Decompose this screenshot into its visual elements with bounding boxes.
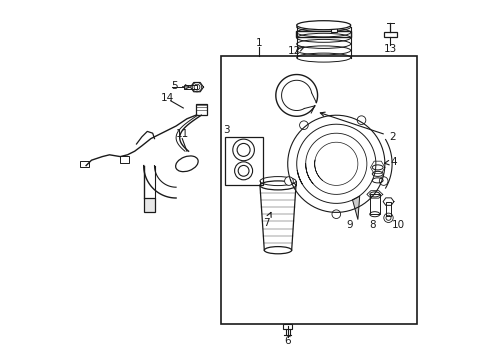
- Circle shape: [356, 116, 365, 125]
- Text: 7: 7: [262, 212, 270, 228]
- Polygon shape: [352, 196, 359, 220]
- Circle shape: [299, 121, 307, 130]
- Bar: [330, 24, 337, 32]
- Ellipse shape: [296, 21, 350, 30]
- Text: 2: 2: [320, 112, 395, 142]
- Bar: [120, 156, 129, 163]
- Bar: [386, 202, 390, 216]
- Bar: [143, 198, 154, 212]
- Text: 13: 13: [383, 44, 396, 54]
- Bar: [196, 104, 206, 115]
- Bar: [384, 32, 396, 37]
- Text: 5: 5: [171, 81, 177, 91]
- Text: 3: 3: [223, 125, 229, 135]
- Circle shape: [379, 177, 387, 185]
- Bar: [224, 137, 262, 185]
- Text: 14: 14: [160, 93, 173, 103]
- Bar: [221, 56, 416, 324]
- Text: 1: 1: [255, 38, 262, 48]
- Text: 10: 10: [391, 220, 405, 230]
- Text: 8: 8: [368, 220, 375, 230]
- Bar: [295, 31, 351, 37]
- Text: 11: 11: [175, 129, 188, 139]
- Text: 9: 9: [346, 220, 352, 230]
- Circle shape: [331, 210, 340, 219]
- Bar: [80, 161, 88, 167]
- Text: 6: 6: [284, 336, 290, 346]
- Bar: [369, 194, 379, 214]
- Text: 4: 4: [384, 157, 396, 167]
- Text: 12: 12: [287, 46, 304, 56]
- Bar: [184, 85, 197, 89]
- Circle shape: [284, 177, 293, 185]
- Bar: [283, 324, 291, 329]
